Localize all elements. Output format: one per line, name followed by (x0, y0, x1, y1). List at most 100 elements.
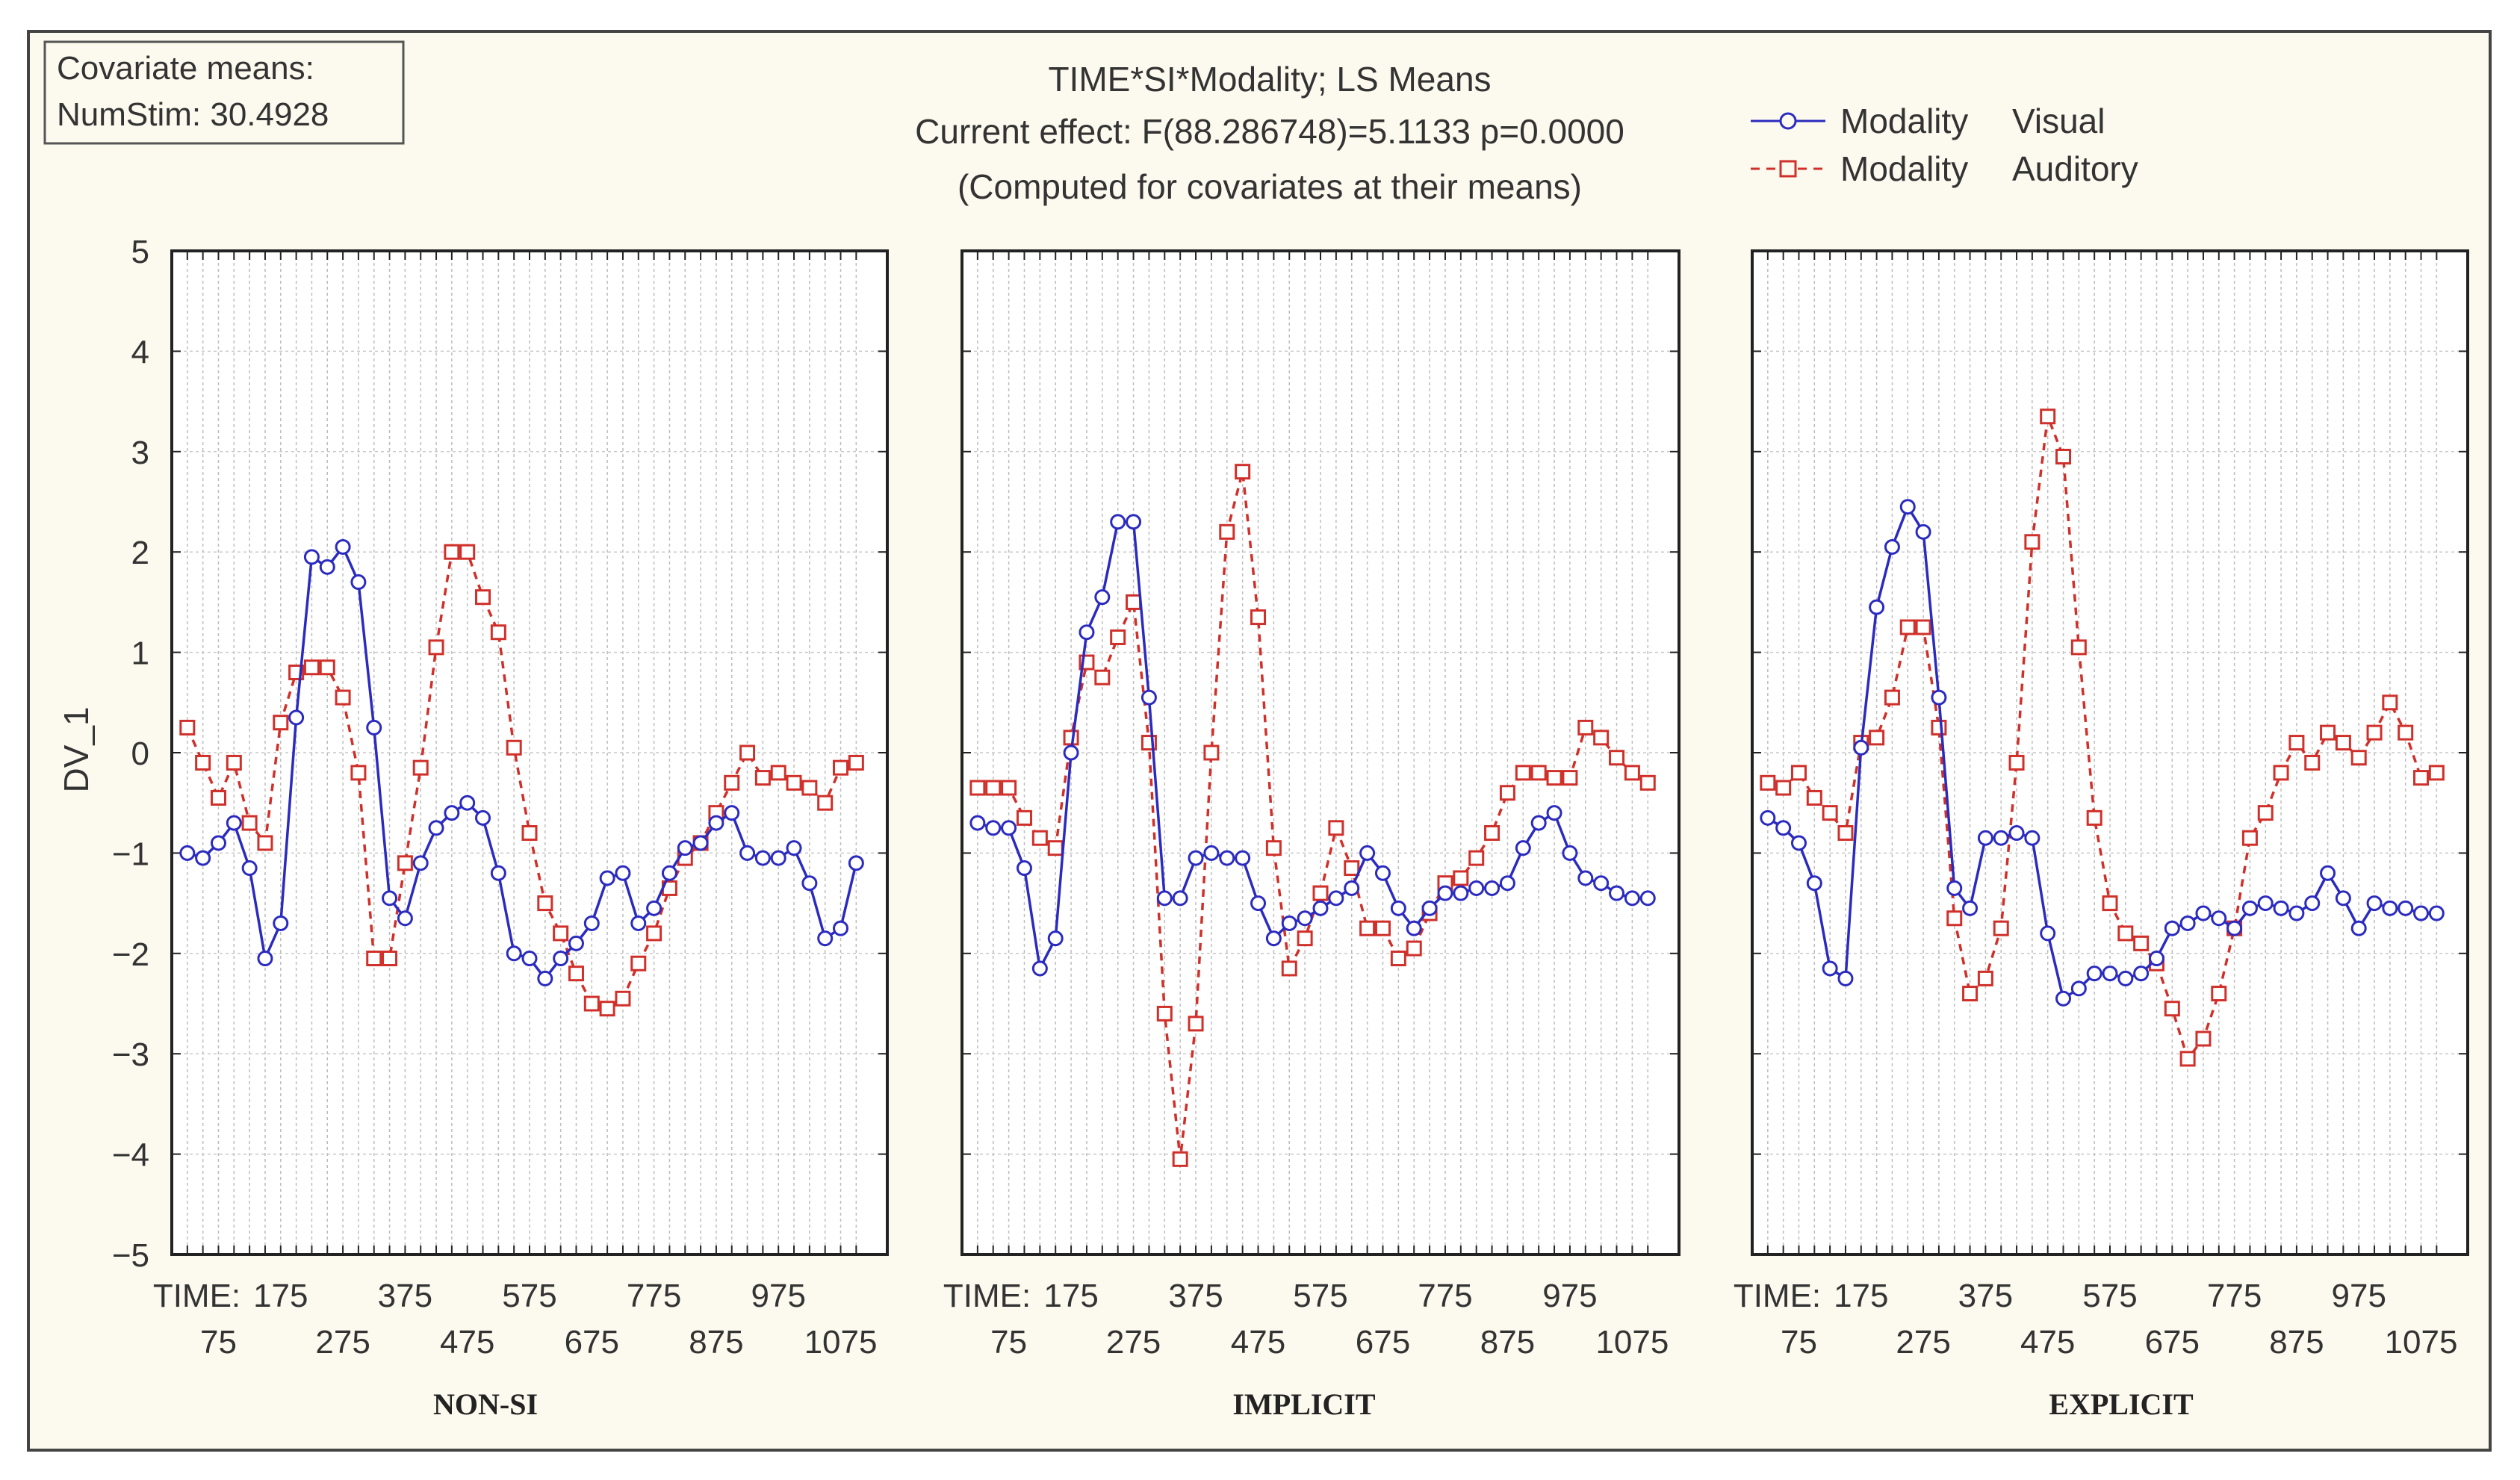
panel-non-si: TIME: 175 375 575 775 975 75 275 475 675 875 1075 (153, 249, 889, 1361)
data-point-auditory (1790, 765, 1807, 781)
x-tick-labels: TIME: 175 375 575 775 975 75 275 475 675 875 1075 (943, 1278, 1669, 1361)
x-tick-marks (172, 250, 887, 1255)
y-tick-label: 2 (131, 535, 149, 571)
data-point-visual (2241, 900, 2258, 916)
data-point-visual (1344, 880, 1360, 896)
x-axis-prefix: TIME: (153, 1278, 240, 1314)
data-point-auditory (646, 925, 662, 942)
data-point-visual (1453, 885, 1469, 901)
data-point-visual (1281, 915, 1297, 931)
chart-subtitle-line-1: Current effect: F(88.286748)=5.1133 p=0.… (915, 112, 1624, 151)
data-point-auditory (1993, 920, 2009, 936)
data-point-visual (2008, 825, 2025, 842)
data-point-visual (1126, 514, 1142, 530)
data-point-auditory (273, 715, 289, 731)
data-point-visual (1806, 875, 1822, 892)
data-point-visual (1374, 865, 1391, 881)
data-point-auditory (1265, 840, 1282, 856)
data-point-visual (1390, 900, 1406, 916)
x-tick-label: 75 (1781, 1324, 1817, 1361)
data-point-visual (2382, 900, 2398, 916)
data-point-auditory (210, 789, 226, 806)
legend-factor-visual: Modality (1840, 102, 1968, 140)
data-point-visual (985, 820, 1002, 836)
data-point-auditory (1977, 970, 1993, 986)
data-point-visual (1899, 499, 1916, 515)
data-point-visual (1822, 960, 1838, 977)
data-point-visual (2366, 895, 2383, 912)
data-point-visual (2288, 905, 2305, 921)
data-point-auditory (1359, 920, 1376, 936)
data-point-visual (2413, 905, 2430, 921)
data-point-auditory (1562, 770, 1578, 786)
data-point-visual (428, 820, 444, 836)
data-point-visual (335, 538, 351, 555)
x-tick-label: 775 (2207, 1278, 2262, 1314)
chart-svg: Covariate means: NumStim: 30.4928 TIME*S… (43, 40, 2469, 1421)
legend-level-visual: Visual (2012, 102, 2105, 140)
data-point-auditory (319, 659, 335, 676)
data-point-auditory (724, 774, 740, 791)
x-tick-label: 875 (1480, 1324, 1535, 1361)
series-visual (1760, 499, 2445, 1007)
data-point-visual (708, 815, 724, 831)
data-point-visual (1203, 845, 1220, 861)
data-point-auditory (1837, 825, 1854, 842)
data-point-auditory (1374, 920, 1391, 936)
covariate-box: Covariate means: NumStim: 30.4928 (43, 40, 405, 145)
x-tick-label: 975 (751, 1278, 806, 1314)
data-point-auditory (1946, 910, 1963, 927)
data-point-auditory (475, 589, 491, 606)
data-point-auditory (1624, 765, 1640, 781)
data-point-visual (630, 915, 647, 931)
chart-title: TIME*SI*Modality; LS Means (1048, 60, 1491, 99)
data-point-auditory (630, 955, 647, 971)
x-tick-label: 575 (502, 1278, 556, 1314)
y-tick-label: 0 (131, 736, 149, 772)
data-point-auditory (1047, 840, 1064, 856)
data-point-auditory (1031, 830, 1048, 846)
covariate-value: NumStim: 30.4928 (57, 96, 329, 133)
data-point-auditory (985, 780, 1002, 796)
data-point-auditory (2413, 770, 2430, 786)
data-point-auditory (2040, 408, 2056, 425)
data-point-visual (1915, 523, 1931, 540)
data-point-auditory (459, 544, 476, 560)
data-point-auditory (1235, 464, 1251, 480)
data-point-visual (2117, 970, 2134, 986)
data-point-auditory (2304, 754, 2321, 771)
legend-marker-auditory (1779, 160, 1797, 178)
x-tick-label: 375 (1958, 1278, 2013, 1314)
data-point-visual (1609, 885, 1625, 901)
data-point-visual (646, 900, 662, 916)
data-point-auditory (1931, 719, 1947, 736)
data-point-auditory (1484, 825, 1500, 842)
x-axis-prefix: TIME: (1734, 1278, 1821, 1314)
data-point-auditory (179, 719, 196, 736)
y-axis-label: DV_1 (57, 706, 96, 792)
chart-frame: Covariate means: NumStim: 30.4928 TIME*S… (27, 30, 2492, 1452)
data-point-visual (1250, 895, 1267, 912)
data-point-auditory (1219, 523, 1235, 540)
data-point-visual (397, 910, 413, 927)
data-point-visual (739, 845, 756, 861)
data-point-visual (1546, 805, 1562, 821)
data-point-auditory (2428, 765, 2445, 781)
data-point-auditory (1639, 774, 1656, 791)
x-tick-label: 275 (315, 1324, 370, 1361)
data-point-auditory (1188, 1016, 1204, 1032)
data-point-visual (1515, 840, 1531, 856)
x-tick-label: 975 (1542, 1278, 1597, 1314)
data-point-auditory (1156, 1005, 1173, 1022)
data-point-auditory (1530, 765, 1547, 781)
data-point-visual (2086, 966, 2102, 982)
data-point-auditory (833, 759, 849, 776)
x-tick-label: 775 (627, 1278, 681, 1314)
data-point-auditory (1546, 770, 1562, 786)
data-point-auditory (1406, 940, 1422, 957)
data-point-visual (1499, 875, 1515, 892)
data-point-auditory (739, 744, 756, 761)
data-point-visual (568, 935, 584, 951)
data-point-visual (1110, 514, 1126, 530)
data-point-visual (2320, 865, 2336, 881)
